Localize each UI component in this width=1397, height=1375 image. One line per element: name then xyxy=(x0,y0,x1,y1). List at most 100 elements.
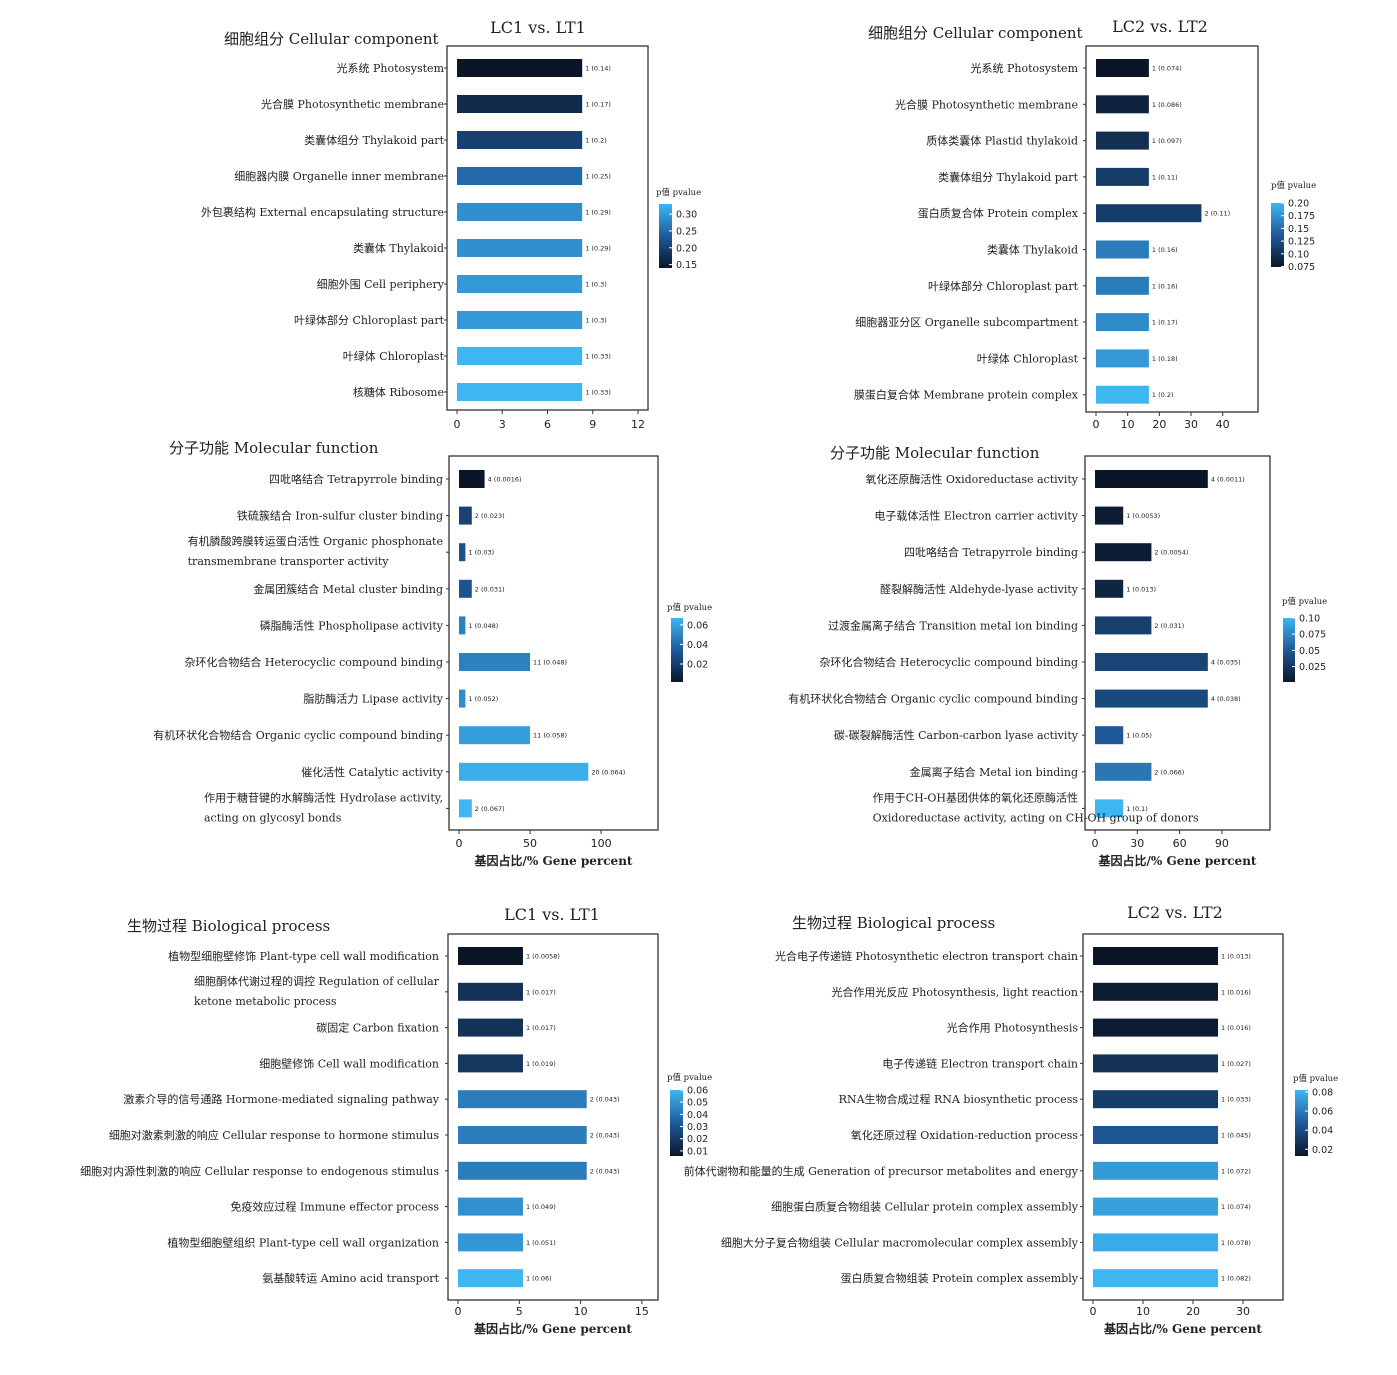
bar-5 xyxy=(458,1090,587,1109)
legend-tick-label: 0.15 xyxy=(676,260,697,271)
section-title: 生物过程 Biological process xyxy=(792,914,995,932)
category-label: 光合作用 Photosynthesis xyxy=(947,1021,1079,1035)
legend-tick-label: 0.125 xyxy=(1288,237,1315,248)
category-label: 脂肪酶活力 Lipase activity xyxy=(303,692,443,706)
x-tick-label: 0 xyxy=(455,1305,462,1318)
category-label: 氧化还原过程 Oxidation-reduction process xyxy=(851,1128,1079,1142)
x-tick-label: 100 xyxy=(591,837,612,850)
category-label: 杂环化合物结合 Heterocyclic compound binding xyxy=(184,655,443,669)
bar-1 xyxy=(457,59,583,77)
bar-value-label: 1 (0.29) xyxy=(585,209,611,217)
legend-title: p值 pvalue xyxy=(667,1072,712,1083)
category-label: 电子载体活性 Electron carrier activity xyxy=(874,509,1078,523)
bar-5 xyxy=(457,203,583,221)
bar-value-label: 1 (0.17) xyxy=(1152,319,1178,327)
x-axis-label: 基因占比/% Gene percent xyxy=(474,853,633,868)
legend-tick-label: 0.075 xyxy=(1299,630,1326,641)
bar-10 xyxy=(1096,385,1149,404)
category-label: 植物型细胞壁组织 Plant-type cell wall organizati… xyxy=(167,1235,439,1249)
bar-10 xyxy=(1095,799,1124,818)
category-label: 细胞器亚分区 Organelle subcompartment xyxy=(855,316,1078,329)
bar-value-label: 2 (0.067) xyxy=(475,805,505,813)
chart-panel-bp2: 生物过程 Biological process LC2 vs. LT2 1 (0.0… xyxy=(684,903,1339,1336)
bar-value-label: 1 (0.03) xyxy=(468,549,494,557)
x-tick-label: 30 xyxy=(1184,418,1198,431)
bar-7 xyxy=(458,1161,587,1180)
chart-panel-mf1: 分子功能 Molecular function 4 (0.0016) 四吡咯结合 T… xyxy=(153,439,712,868)
x-tick-label: 6 xyxy=(544,418,551,431)
category-label: 免疫效应过程 Immune effector process xyxy=(230,1200,439,1214)
legend-colorbar xyxy=(670,1090,683,1156)
x-axis-label: 基因占比/% Gene percent xyxy=(473,1321,632,1336)
bar-6 xyxy=(1096,240,1149,259)
category-label: 细胞大分子复合物组装 Cellular macromolecular compl… xyxy=(721,1235,1079,1249)
bar-value-label: 2 (0.11) xyxy=(1204,210,1230,218)
x-tick-label: 10 xyxy=(1136,1305,1150,1318)
bar-value-label: 2 (0.031) xyxy=(475,585,505,593)
bar-value-label: 1 (0.06) xyxy=(526,1275,552,1283)
category-label: 金属离子结合 Metal ion binding xyxy=(910,765,1078,779)
legend-title: p值 pvalue xyxy=(1282,596,1327,607)
legend-title: p值 pvalue xyxy=(656,187,701,198)
legend-tick-label: 0.075 xyxy=(1288,262,1315,273)
category-label: 有机环状化合物结合 Organic cyclic compound bindin… xyxy=(788,692,1078,706)
x-tick-label: 30 xyxy=(1236,1305,1250,1318)
bar-4 xyxy=(457,167,583,185)
bar-value-label: 1 (0.11) xyxy=(1152,173,1178,181)
category-label: 核糖体 Ribosome xyxy=(353,385,444,399)
x-tick-label: 20 xyxy=(1186,1305,1200,1318)
bar-value-label: 1 (0.29) xyxy=(585,245,611,253)
category-label: 四吡咯结合 Tetrapyrrole binding xyxy=(904,545,1078,559)
legend-tick-label: 0.08 xyxy=(1312,1087,1333,1098)
category-label: 金属团簇结合 Metal cluster binding xyxy=(253,582,443,596)
bar-value-label: 1 (0.078) xyxy=(1221,1239,1251,1247)
bar-value-label: 1 (0.052) xyxy=(468,695,498,703)
bar-value-label: 1 (0.05) xyxy=(1126,732,1152,740)
category-label: 铁硫簇结合 Iron-sulfur cluster binding xyxy=(237,509,443,523)
bar-value-label: 1 (0.086) xyxy=(1152,101,1182,109)
bar-value-label: 1 (0.2) xyxy=(585,137,607,145)
plot-frame xyxy=(447,933,659,1301)
bar-9 xyxy=(457,347,583,365)
bar-value-label: 11 (0.048) xyxy=(533,659,567,667)
bar-2 xyxy=(458,982,523,1001)
category-label: 光合膜 Photosynthetic membrane xyxy=(895,97,1078,111)
legend-tick-label: 0.20 xyxy=(676,243,697,254)
x-tick-label: 3 xyxy=(499,418,506,431)
bar-value-label: 1 (0.1) xyxy=(1126,805,1148,813)
category-label: 四吡咯结合 Tetrapyrrole binding xyxy=(269,472,443,486)
bar-value-label: 1 (0.3) xyxy=(585,281,607,289)
category-label: 磷脂酶活性 Phospholipase activity xyxy=(260,618,444,632)
bar-value-label: 20 (0.064) xyxy=(591,768,625,776)
legend-tick-label: 0.15 xyxy=(1288,224,1309,235)
bar-value-label: 4 (0.0016) xyxy=(488,476,522,484)
bar-value-label: 11 (0.058) xyxy=(533,732,567,740)
bar-value-label: 4 (0.035) xyxy=(1211,659,1241,667)
bar-value-label: 2 (0.0054) xyxy=(1154,549,1188,557)
bar-8 xyxy=(459,726,531,745)
bar-7 xyxy=(1093,1161,1218,1180)
bar-3 xyxy=(1093,1018,1218,1037)
legend-tick-label: 0.05 xyxy=(687,1098,708,1109)
bar-4 xyxy=(458,1054,523,1073)
bar-value-label: 1 (0.072) xyxy=(1221,1167,1251,1175)
bar-1 xyxy=(459,470,485,488)
bar-5 xyxy=(459,616,466,635)
chart-panel-mf2: 分子功能 Molecular function 4 (0.0011) 氧化还原酶活性… xyxy=(788,444,1327,868)
category-label: 激素介导的信号通路 Hormone-mediated signaling pat… xyxy=(123,1092,439,1106)
category-label: 细胞酮体代谢过程的调控 Regulation of cellular xyxy=(194,974,440,988)
bar-4 xyxy=(1096,167,1149,186)
category-label: 细胞器内膜 Organelle inner membrane xyxy=(234,169,444,183)
bar-5 xyxy=(1095,616,1152,635)
legend-tick-label: 0.03 xyxy=(687,1122,708,1133)
x-tick-label: 40 xyxy=(1216,418,1230,431)
legend-title: p值 pvalue xyxy=(667,602,712,613)
category-label: 叶绿体部分 Chloroplast part xyxy=(928,279,1079,293)
category-label: 类囊体组分 Thylakoid part xyxy=(304,133,444,147)
category-label: 叶绿体 Chloroplast xyxy=(977,351,1079,365)
bar-value-label: 1 (0.18) xyxy=(1152,355,1178,363)
legend-tick-label: 0.02 xyxy=(687,659,708,670)
bar-value-label: 1 (0.017) xyxy=(526,988,556,996)
bar-value-label: 1 (0.082) xyxy=(1221,1275,1251,1283)
